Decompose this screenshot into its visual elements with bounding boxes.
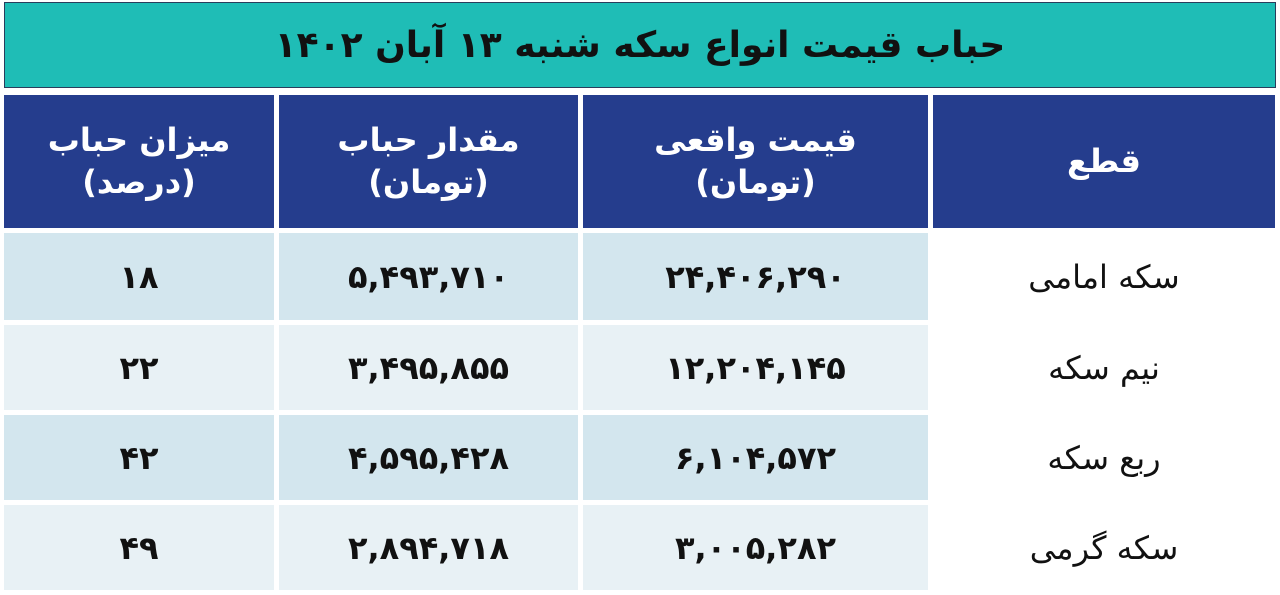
cell-bubble-percent: ۴۲ — [4, 415, 274, 500]
cell-type: سکه گرمی — [933, 505, 1275, 590]
header-bubble-percent: میزان حباب (درصد) — [4, 95, 274, 228]
header-unit: (درصد) — [82, 162, 196, 201]
cell-bubble-amount: ۲,۸۹۴,۷۱۸ — [279, 505, 578, 590]
cell-bubble-amount: ۴,۵۹۵,۴۲۸ — [279, 415, 578, 500]
cell-type: ربع سکه — [933, 415, 1275, 500]
cell-bubble-amount: ۳,۴۹۵,۸۵۵ — [279, 325, 578, 410]
header-unit: (تومان) — [695, 162, 816, 201]
header-label: میزان حباب — [47, 120, 231, 159]
cell-bubble-percent: ۱۸ — [4, 233, 274, 320]
cell-real-price: ۶,۱۰۴,۵۷۲ — [583, 415, 928, 500]
header-type: قطع — [933, 95, 1275, 228]
header-real-price: قیمت واقعی (تومان) — [583, 95, 928, 228]
header-label: قیمت واقعی — [654, 120, 857, 159]
header-unit: (تومان) — [368, 162, 489, 201]
cell-real-price: ۱۲,۲۰۴,۱۴۵ — [583, 325, 928, 410]
cell-bubble-amount: ۵,۴۹۳,۷۱۰ — [279, 233, 578, 320]
cell-bubble-percent: ۲۲ — [4, 325, 274, 410]
table-title: حباب قیمت انواع سکه شنبه ۱۳ آبان ۱۴۰۲ — [4, 2, 1276, 88]
cell-type: سکه امامی — [933, 233, 1275, 320]
cell-bubble-percent: ۴۹ — [4, 505, 274, 590]
cell-real-price: ۲۴,۴۰۶,۲۹۰ — [583, 233, 928, 320]
header-bubble-amount: مقدار حباب (تومان) — [279, 95, 578, 228]
cell-type: نیم سکه — [933, 325, 1275, 410]
header-label: قطع — [1067, 141, 1141, 180]
header-label: مقدار حباب — [337, 120, 520, 159]
cell-real-price: ۳,۰۰۵,۲۸۲ — [583, 505, 928, 590]
